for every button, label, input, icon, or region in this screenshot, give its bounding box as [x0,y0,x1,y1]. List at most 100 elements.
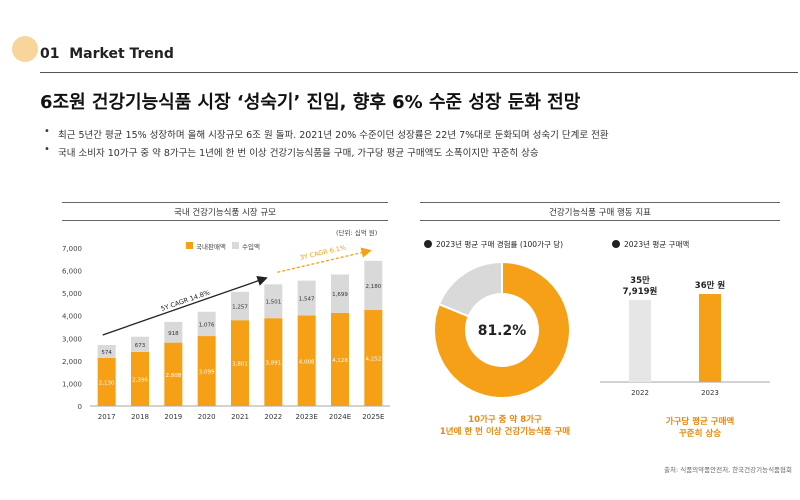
x-tick-label: 2020 [198,413,216,421]
bar-value-label-domestic: 3,891 [265,361,281,367]
donut-caption-line-2: 1년에 한 번 이상 건강기능식품 구매 [439,427,571,437]
donut-chart-label: 2023년 평균 구매 경험률 (100가구 당) [436,240,564,249]
amount-bar-2023 [699,294,721,382]
bar-value-label-import: 673 [135,343,146,349]
source-note: 출처: 식품의약품안전처, 한국건강기능식품협회 [664,466,792,474]
bar-value-label-domestic: 4,252 [365,357,381,363]
donut-slice-remaining [437,260,503,318]
cagr-3y-label: 3Y CAGR 6.1% [299,243,347,262]
page-headline: 6조원 건강기능식품 시장 ‘성숙기’ 진입, 향후 6% 수준 성장 둔화 전… [40,92,581,113]
amount-caption-line-2: 꾸준히 상승 [678,429,722,439]
amount-bar-2022 [629,299,651,382]
purchase-amount-label: 2023년 평균 구매액 [624,240,690,249]
amount-year-label: 2022 [631,389,649,397]
y-tick-label: 7,000 [62,245,82,253]
left-panel-top-rule [62,202,388,203]
section-number: 01 [40,46,60,62]
donut-slice-purchased [433,260,571,399]
bar-value-label-import: 1,076 [199,322,215,328]
bar-value-label-import: 1,257 [232,305,248,311]
bar-value-label-domestic: 3,099 [199,370,215,376]
right-panel-title: 건강기능식품 구매 행동 지표 [549,208,651,218]
bar-segment-import [131,336,149,352]
right-panel-top-rule [420,202,780,203]
y-tick-label: 1,000 [62,380,82,388]
y-tick-label: 3,000 [62,335,82,343]
bullet-text-1: 최근 5년간 평균 15% 성장하며 올해 시장규모 6조 원 돌파. 2021… [58,130,609,141]
bar-value-label-import: 2,180 [365,284,381,290]
amount-year-label: 2023 [701,389,719,397]
cagr-5y-label: 5Y CAGR 14.8% [160,289,211,313]
bar-segment-import [97,344,116,358]
left-panel-title-rule [62,220,388,221]
bullet-marker: • [44,126,50,137]
x-tick-label: 2024E [329,413,351,421]
bar-segment-import [231,291,249,321]
bar-value-label-domestic: 3,801 [232,362,248,368]
bar-label-marker [612,240,620,248]
bar-segment-domestic [164,342,183,406]
header-divider [40,72,798,73]
donut-center-value: 81.2% [478,323,527,339]
cagr-arrow-5y [102,275,268,336]
x-tick-label: 2023E [296,413,318,421]
x-tick-label: 2017 [98,413,116,421]
bar-value-label-import: 1,501 [265,300,281,306]
amount-value-label: 36만 원 [695,280,726,291]
bar-value-label-import: 1,699 [332,292,348,298]
chart-unit-label: (단위: 십억 원) [336,229,378,237]
x-tick-label: 2019 [164,413,182,421]
bar-value-label-import: 918 [168,331,179,337]
bar-segment-import [331,274,349,313]
bar-segment-domestic [331,312,349,406]
bar-segment-import [264,284,283,319]
amount-caption-line-1: 가구당 평균 구매액 [665,417,735,427]
bar-value-label-domestic: 2,130 [99,380,115,386]
legend-label-domestic: 국내판매액 [196,243,226,251]
x-tick-label: 2021 [231,413,249,421]
y-tick-label: 5,000 [62,290,82,298]
donut-caption: 10가구 중 약 8가구 1년에 한 번 이상 건강기능식품 구매 [430,414,580,438]
section-accent-dot [12,36,38,62]
bullet-text-2: 국내 소비자 10가구 중 약 8가구는 1년에 한 번 이상 건강기능식품을 … [58,148,539,159]
right-panel-title-rule [420,220,780,221]
bar-segment-domestic [364,310,383,406]
donut-caption-line-1: 10가구 중 약 8가구 [468,415,542,425]
donut-label-marker [424,240,432,248]
amount-value-label: 7,919원 [623,286,658,297]
purchase-rate-donut-chart: 81.2% [433,260,571,399]
x-tick-label: 2025E [362,413,384,421]
bar-segment-import [164,321,183,343]
bar-segment-import [297,280,316,316]
y-tick-label: 2,000 [62,358,82,366]
cagr-arrow-3y [277,247,372,273]
legend-swatch-import [232,242,239,249]
bar-value-label-domestic: 2,396 [132,377,148,383]
bar-segment-domestic [197,336,216,406]
y-tick-label: 4,000 [62,313,82,321]
bar-segment-domestic [231,320,249,406]
bar-segment-import [197,311,216,337]
bar-segment-domestic [97,357,116,406]
amount-caption: 가구당 평균 구매액 꾸준히 상승 [640,416,760,440]
left-panel-title: 국내 건강기능식품 시장 규모 [174,208,276,218]
market-size-stacked-bar-chart: 0 1,000 2,000 3,000 4,000 5,000 6,000 7,000 2,13… [62,243,390,421]
bar-value-label-import: 574 [101,350,112,356]
y-tick-label: 0 [78,403,82,411]
y-tick-label: 6,000 [62,268,82,276]
x-tick-label: 2022 [264,413,282,421]
bar-segment-domestic [297,315,316,406]
bar-segment-import [364,260,383,311]
bullet-marker: • [44,144,50,155]
x-tick-label: 2018 [131,413,149,421]
legend-swatch-domestic [186,242,193,249]
bar-segment-domestic [131,351,149,406]
bar-value-label-domestic: 2,808 [165,373,181,379]
amount-value-label: 35만 [630,275,650,286]
section-title: 01 Market Trend [40,46,174,62]
bar-segment-domestic [264,318,283,406]
legend-label-import: 수입액 [242,243,260,251]
bar-value-label-domestic: 4,128 [332,358,348,364]
section-label: Market Trend [69,46,174,62]
